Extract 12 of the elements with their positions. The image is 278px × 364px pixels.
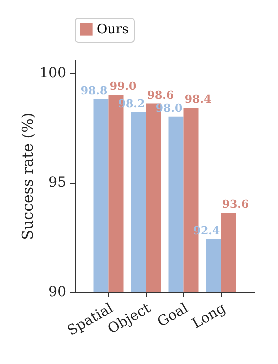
y-axis-title: Success rate (%) — [18, 112, 37, 240]
y-tick-label: 95 — [48, 175, 66, 192]
data-label: 93.6 — [222, 198, 250, 212]
y-tick-label: 100 — [40, 66, 66, 82]
x-tick-label: Goal — [155, 300, 192, 331]
legend-label: Ours — [97, 22, 129, 38]
data-label: 99.0 — [110, 80, 137, 94]
x-tick-label: Long — [190, 300, 229, 332]
data-label: 98.6 — [147, 88, 174, 102]
data-label: 98.4 — [184, 93, 212, 106]
data-label: 98.8 — [80, 84, 108, 98]
y-tick-label: 90 — [48, 284, 66, 300]
